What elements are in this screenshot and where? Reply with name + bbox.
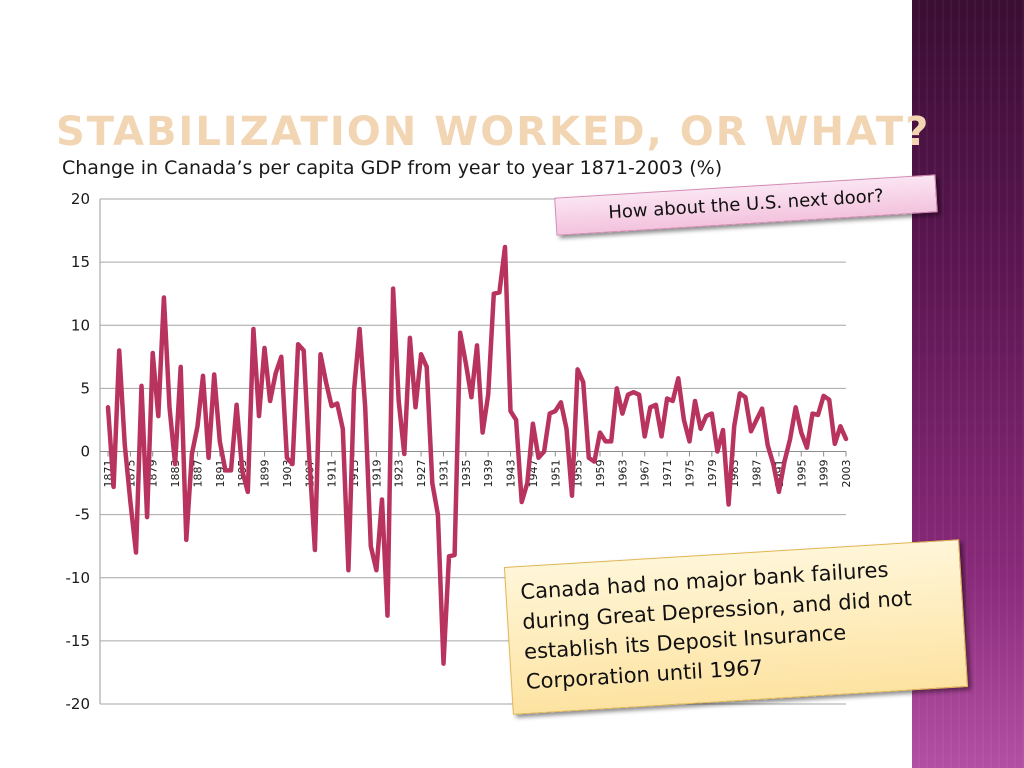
y-tick-label: 10	[71, 316, 90, 334]
x-tick-label: 1963	[616, 460, 629, 488]
x-tick-label: 1943	[505, 460, 518, 488]
x-tick-label: 1935	[460, 460, 473, 488]
x-tick-labels: 1871 1875 1879 1883 1887 1891 1895 1899 1903 1907…	[102, 460, 853, 488]
x-tick-label: 1951	[549, 460, 562, 488]
x-tick-label: 1999	[818, 460, 831, 488]
canada-callout: Canada had no major bank failures during…	[503, 539, 969, 715]
x-tick-label: 2003	[840, 460, 853, 488]
y-tick-label: -15	[66, 632, 91, 650]
x-tick-label: 1899	[259, 460, 272, 488]
x-tick-label: 1923	[393, 460, 406, 488]
y-tick-label: 20	[71, 190, 90, 208]
y-tick-label: -20	[66, 695, 91, 713]
x-tick-label: 1967	[639, 460, 652, 488]
x-tick-label: 1927	[415, 460, 428, 488]
series-layer	[105, 244, 849, 666]
x-tick-label: 1975	[683, 460, 696, 488]
y-tick-label: 5	[80, 379, 90, 397]
chart-subtitle: Change in Canada’s per capita GDP from y…	[62, 157, 723, 179]
x-tick-label: 1919	[370, 460, 383, 488]
y-tick-label: -5	[75, 506, 90, 524]
x-tick-label: 1911	[326, 460, 339, 488]
x-tick-label: 1987	[751, 460, 764, 488]
x-tick-label: 1887	[191, 460, 204, 488]
y-tick-label: 0	[80, 443, 90, 461]
x-tick-label: 1995	[795, 460, 808, 488]
series-line	[105, 244, 849, 666]
x-tick-label: 1959	[594, 460, 607, 488]
y-tick-labels: 20 15 10 5 0 -5 -10 -15 -20	[66, 190, 91, 713]
slide-title: Stabilization Worked, or What?	[56, 109, 931, 155]
x-tick-label: 1939	[482, 460, 495, 488]
x-tick-label: 1883	[169, 460, 182, 488]
x-tick-label: 1979	[706, 460, 719, 488]
x-tick-label: 1903	[281, 460, 294, 488]
y-tick-label: -10	[66, 569, 91, 587]
y-tick-label: 15	[71, 253, 90, 271]
x-tick-label: 1971	[661, 460, 674, 488]
x-tick-label: 1931	[437, 460, 450, 488]
